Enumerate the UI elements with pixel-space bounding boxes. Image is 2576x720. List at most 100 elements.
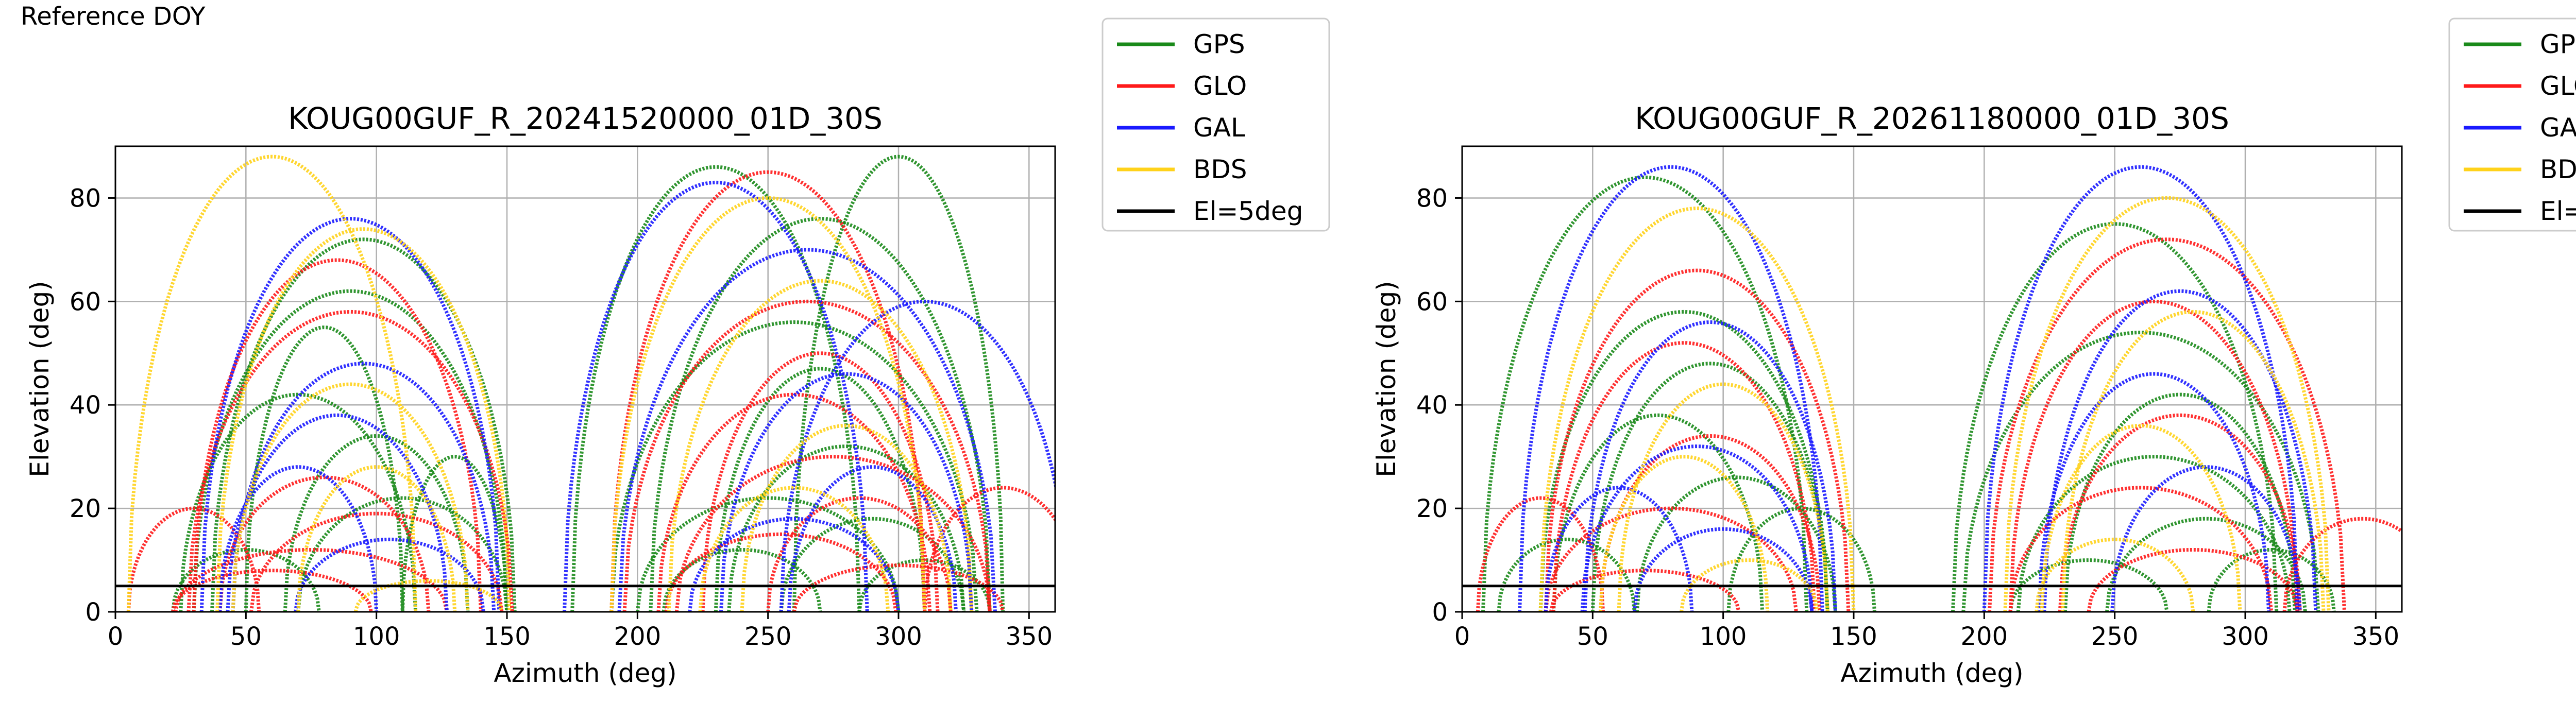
satellite-track-gps: [649, 217, 992, 612]
x-tick-label: 50: [1577, 622, 1608, 651]
y-tick-label: 20: [70, 494, 101, 523]
x-tick-label: 350: [1006, 622, 1053, 651]
satellite-track-bds: [2003, 196, 2331, 612]
y-tick-label: 20: [1416, 494, 1448, 523]
x-tick-label: 250: [744, 622, 792, 651]
satellite-track-glo: [664, 532, 898, 612]
satellite-track-gal: [231, 362, 496, 612]
x-tick-label: 250: [2091, 622, 2139, 651]
satellite-track-glo: [1551, 341, 1817, 612]
plot-frame: [114, 145, 1056, 613]
satellite-track-glo: [218, 475, 431, 612]
y-tick-label: 80: [70, 184, 101, 213]
satellite-track-bds: [1617, 382, 1829, 612]
satellite-track-gps: [1635, 475, 1837, 612]
satellite-track-gal: [2037, 372, 2271, 612]
satellite-track-gal: [199, 217, 501, 612]
satellite-track-glo: [792, 563, 1005, 612]
y-tick-label: 60: [1416, 287, 1448, 316]
legend-label: BDS: [1193, 155, 1247, 184]
satellite-track-bds: [2060, 310, 2326, 612]
satellite-track-bds: [353, 579, 504, 612]
y-tick-label: 60: [70, 287, 101, 316]
x-tick-label: 350: [2352, 622, 2400, 651]
y-tick-label: 0: [1432, 598, 1448, 627]
y-tick-label: 80: [1416, 184, 1448, 213]
satellite-track-bds: [215, 227, 512, 612]
chart-panel-1: 0 50 100 150 200 250 300 350 0 20 40 60 80 KOUG00GUF_…: [25, 18, 1330, 688]
satellite-track-glo: [674, 455, 992, 612]
legend-box: [2448, 18, 2576, 232]
x-tick-label: 150: [483, 622, 531, 651]
satellite-track-gal: [1632, 527, 1814, 612]
chart-title: KOUG00GUF_R_20261180000_01D_30S: [1635, 101, 2229, 136]
legend: GPS GLO GAL BDS El=5deg: [2448, 18, 2576, 232]
satellite-track-gps: [171, 548, 321, 612]
satellite-track-gps: [2016, 455, 2292, 612]
satellite-track-gps: [1497, 537, 1636, 612]
satellite-track-glo: [1476, 496, 1605, 612]
satellite-track-glo: [171, 569, 373, 612]
satellite-track-gps: [635, 496, 901, 612]
x-tick-label: 300: [2222, 622, 2269, 651]
satellite-track-bds: [126, 155, 418, 612]
satellite-track-gal: [1518, 165, 1824, 612]
series-gps: [171, 155, 1005, 612]
satellite-track-glo: [701, 351, 940, 612]
x-tick-label: 200: [614, 622, 662, 651]
chart-title: KOUG00GUF_R_20241520000_01D_30S: [288, 101, 883, 136]
satellite-track-glo: [249, 511, 504, 612]
satellite-track-gps: [2063, 392, 2297, 612]
satellite-track-gps: [1590, 362, 1829, 612]
legend-label: El=5deg: [1193, 196, 1303, 226]
x-axis-label: Azimuth (deg): [1840, 658, 2023, 688]
x-tick-label: 150: [1830, 622, 1877, 651]
satellite-track-glo: [622, 299, 992, 612]
satellite-track-gps: [1551, 413, 1765, 612]
legend-label: El=5deg: [2540, 196, 2576, 226]
satellite-track-bds: [296, 465, 457, 612]
series-gal: [1518, 165, 2318, 612]
x-tick-label: 100: [1700, 622, 1747, 651]
satellite-track-gps: [1538, 310, 1829, 612]
satellite-track-glo: [126, 506, 261, 612]
x-axis-label: Azimuth (deg): [494, 658, 676, 688]
satellite-track-gps: [400, 455, 509, 612]
legend-label: GAL: [2540, 113, 2576, 143]
satellite-track-gal: [563, 180, 869, 612]
satellite-track-bds: [667, 279, 974, 612]
satellite-track-gal: [2110, 465, 2302, 612]
legend-label: BDS: [2540, 155, 2576, 184]
x-tick-label: 200: [1961, 622, 2008, 651]
x-tick-label: 300: [875, 622, 922, 651]
satellite-track-gal: [779, 299, 1055, 612]
satellite-track-gal: [1583, 320, 1837, 612]
y-tick-label: 40: [1416, 391, 1448, 420]
satellite-track-gps: [1951, 222, 2279, 612]
satellite-track-glo: [609, 170, 927, 612]
satellite-track-bds: [740, 423, 953, 612]
satellite-track-bds: [2040, 423, 2242, 612]
legend: GPS GLO GAL BDS El=5deg: [1101, 18, 1330, 232]
legend-label: GLO: [2540, 71, 2576, 101]
satellite-track-bds: [231, 382, 470, 612]
satellite-track-glo: [174, 548, 449, 612]
x-tick-label: 0: [108, 622, 124, 651]
satellite-track-gps: [2105, 517, 2307, 612]
legend-label: GLO: [1193, 71, 1247, 101]
satellite-track-glo: [1544, 268, 1851, 612]
satellite-track-gal: [1544, 486, 1694, 612]
satellite-track-glo: [2008, 486, 2274, 612]
series-bds: [126, 155, 974, 612]
x-tick-label: 0: [1454, 622, 1470, 651]
legend-label: GPS: [1193, 29, 1245, 59]
series-gps: [1481, 175, 2336, 612]
satellite-track-glo: [187, 310, 514, 612]
satellite-track-glo: [2282, 517, 2402, 612]
x-tick-label: 50: [230, 622, 262, 651]
satellite-track-bds: [2035, 537, 2195, 612]
legend-label: GAL: [1193, 113, 1245, 143]
series-glo: [126, 170, 1055, 612]
satellite-track-bds: [1680, 558, 1819, 612]
